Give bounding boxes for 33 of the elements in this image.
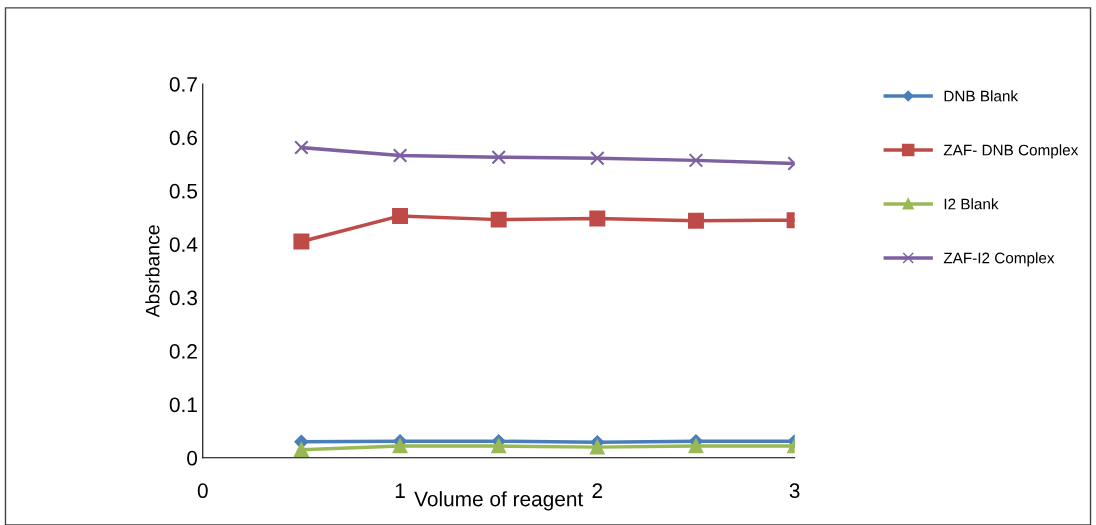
point	[590, 150, 605, 166]
y-tick-label: 0.1	[169, 397, 197, 413]
point	[294, 442, 309, 458]
point	[590, 439, 605, 455]
point	[392, 148, 408, 163]
point	[688, 438, 704, 454]
y-tick-label: 0.5	[169, 183, 198, 199]
x-axis-title: Volume of reagent	[414, 491, 584, 511]
y-axis-title: Absrbance	[145, 225, 160, 318]
y-tick-label: 0.7	[169, 77, 197, 92]
point	[294, 140, 309, 155]
point	[491, 438, 506, 454]
x-tick-label: 1	[395, 483, 405, 498]
y-tick-label: 0.3	[169, 290, 197, 306]
legend-label: DNB Blank	[944, 90, 1019, 102]
y-tick-label: 0.2	[169, 344, 197, 359]
point	[687, 212, 704, 229]
y-tick-label: 0	[187, 450, 198, 466]
legend-label: ZAF- DNB Complex	[943, 144, 1079, 159]
point	[293, 233, 310, 250]
x-tick-label: 2	[592, 483, 603, 498]
point	[491, 149, 506, 165]
x-tick-label: 0	[197, 483, 208, 499]
y-tick-label: 0.6	[169, 130, 197, 146]
point	[392, 438, 408, 454]
legend-label: I2 Blank	[944, 198, 999, 210]
legend-label: ZAF-I2 Complex	[943, 252, 1055, 267]
x-tick-label: 3	[789, 483, 800, 499]
point	[589, 210, 606, 227]
y-tick-label: 0.4	[169, 237, 198, 252]
point	[392, 207, 409, 224]
point	[688, 153, 704, 168]
point	[490, 211, 507, 228]
